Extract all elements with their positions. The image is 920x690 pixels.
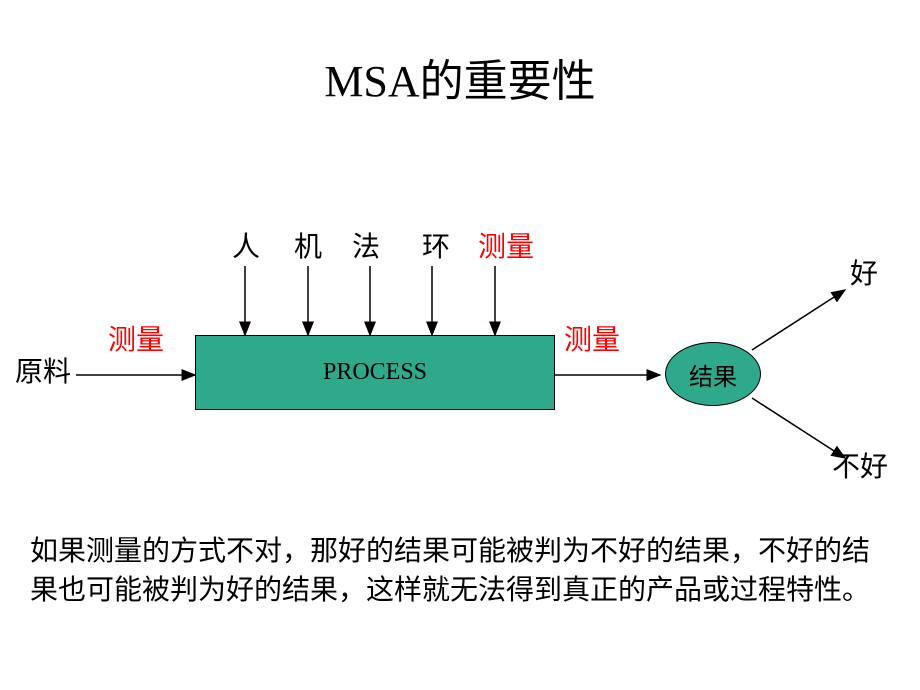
top-input-label-3: 环 [422, 225, 450, 265]
outcome-label-0: 好 [850, 252, 878, 292]
process-label: PROCESS [323, 359, 427, 386]
result-ellipse: 结果 [665, 342, 761, 406]
outcome-label-1: 不好 [832, 445, 888, 485]
result-label: 结果 [689, 357, 737, 392]
top-input-label-1: 机 [294, 225, 322, 265]
measure-right-label: 测量 [564, 318, 620, 358]
explanation-paragraph: 如果测量的方式不对，那好的结果可能被判为不好的结果，不好的结果也可能被判为好的结… [30, 532, 890, 610]
top-input-label-4: 测量 [478, 225, 534, 265]
raw-material-label: 原料 [15, 350, 71, 390]
top-input-label-2: 法 [352, 225, 380, 265]
process-box: PROCESS [195, 335, 555, 410]
top-input-label-0: 人 [232, 225, 260, 265]
measure-left-label: 测量 [108, 318, 164, 358]
